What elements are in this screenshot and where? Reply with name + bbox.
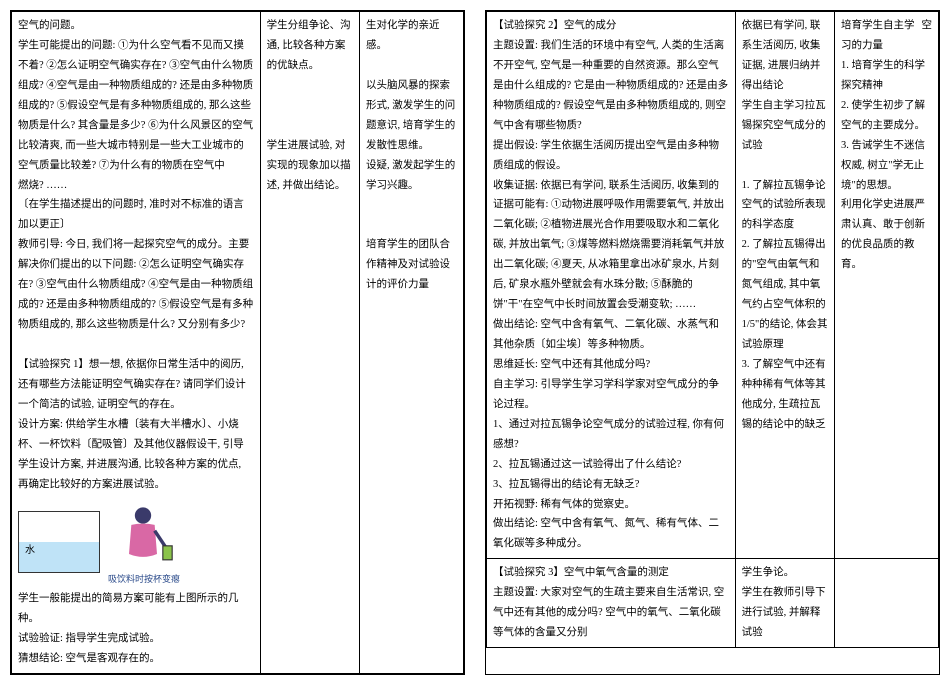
person-icon: [108, 499, 178, 574]
right-r1c1: 【试验探究 2】空气的成分 主题设置: 我们生活的环境中有空气, 人类的生活离不…: [487, 12, 736, 559]
experiment-figures: 水 吸饮料时按杯变瘪: [18, 499, 180, 586]
left-col2: 学生分组争论、沟通, 比较各种方案的优缺点。 学生进展试验, 对实现的现象加以描…: [260, 12, 359, 674]
figure-caption: 吸饮料时按杯变瘪: [108, 574, 180, 586]
left-page: 空气的问题。 学生可能提出的问题: ①为什么空气看不见而又摸不着? ②怎么证明空…: [10, 10, 465, 675]
left-c1-text: 空气的问题。 学生可能提出的问题: ①为什么空气看不见而又摸不着? ②怎么证明空…: [18, 16, 254, 495]
water-trough-diagram: 水: [18, 511, 100, 573]
right-r2c1: 【试验探究 3】空气中氧气含量的测定 主题设置: 大家对空气的生疏主要来自生活常…: [487, 559, 736, 648]
r1c1-title: 【试验探究 2】空气的成分: [493, 16, 729, 36]
right-r2c3: [835, 559, 939, 648]
left-col3: 生对化学的亲近感。 以头脑风暴的探索形式, 激发学生的问题意识, 培育学生的发散…: [360, 12, 464, 674]
right-r1c2: 依据已有学问, 联系生活阅历, 收集证据, 进展归纳并得出结论 学生自主学习拉瓦…: [735, 12, 834, 559]
drinking-figure: 吸饮料时按杯变瘪: [108, 499, 180, 586]
right-table: 【试验探究 2】空气的成分 主题设置: 我们生活的环境中有空气, 人类的生活离不…: [486, 11, 939, 648]
right-page: 【试验探究 2】空气的成分 主题设置: 我们生活的环境中有空气, 人类的生活离不…: [485, 10, 940, 675]
right-r1c3: 空 培育学生自主学习的力量 1. 培育学生的科学探究精神 2. 使学生初步了解空…: [835, 12, 939, 559]
right-r2c2: 学生争论。 学生在教师引导下进行试验, 并解释试验: [735, 559, 834, 648]
left-col1: 空气的问题。 学生可能提出的问题: ①为什么空气看不见而又摸不着? ②怎么证明空…: [12, 12, 261, 674]
r1c1-body: 主题设置: 我们生活的环境中有空气, 人类的生活离不开空气, 空气是一种重要的自…: [493, 36, 729, 554]
left-table: 空气的问题。 学生可能提出的问题: ①为什么空气看不见而又摸不着? ②怎么证明空…: [11, 11, 464, 674]
margin-char: 空: [922, 16, 933, 36]
water-label: 水: [25, 541, 35, 560]
r1c3-body: 培育学生自主学习的力量 1. 培育学生的科学探究精神 2. 使学生初步了解空气的…: [841, 16, 932, 275]
left-c1-after: 学生一般能提出的简易方案可能有上图所示的几种。 试验验证: 指导学生完成试验。 …: [18, 589, 254, 669]
